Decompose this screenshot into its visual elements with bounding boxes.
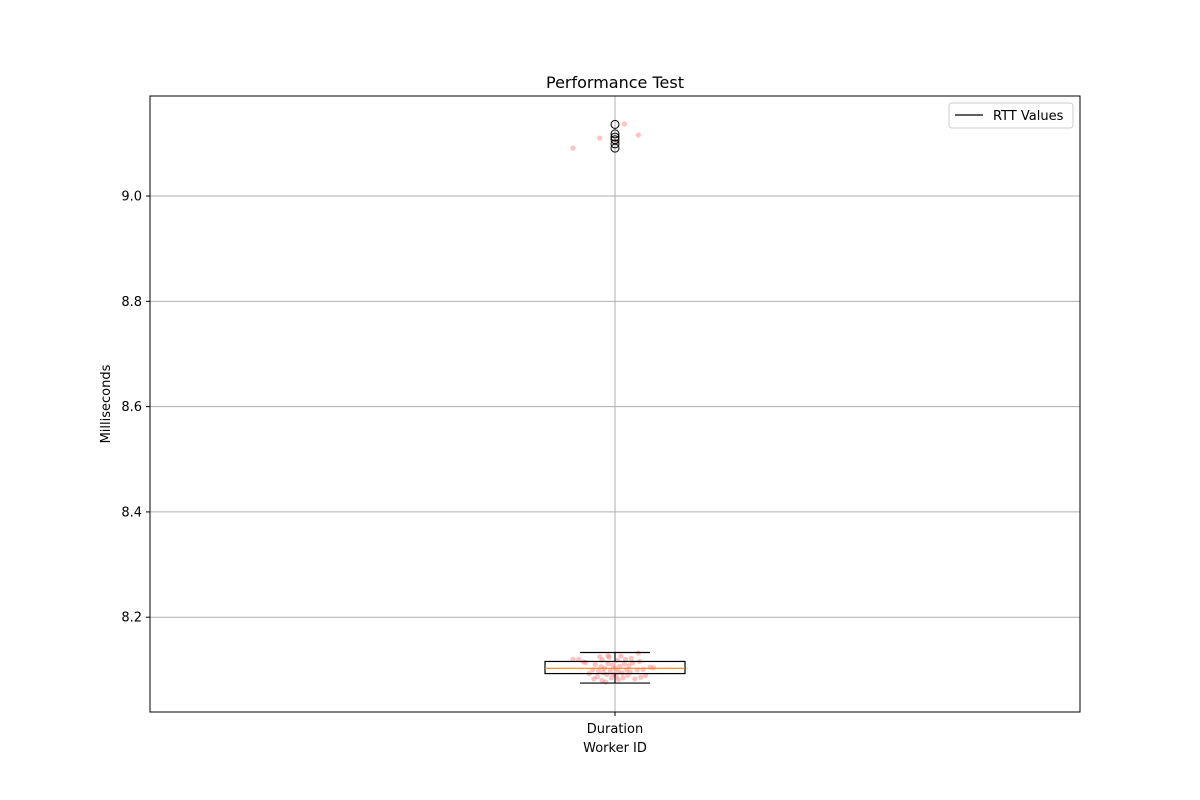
- jitter-point: [576, 656, 582, 662]
- jitter-point: [592, 662, 598, 668]
- jitter-point: [583, 659, 589, 666]
- jitter-point: [606, 654, 612, 660]
- jitter-point: [642, 673, 649, 679]
- chart-title: Performance Test: [546, 73, 684, 92]
- y-tick-label: 8.2: [121, 611, 142, 626]
- jitter-point: [632, 676, 638, 682]
- jitter-point: [640, 666, 646, 672]
- box-element: [544, 651, 686, 684]
- jitter-point: [615, 668, 622, 675]
- outlier-marker: [610, 129, 620, 139]
- jitter-point: [607, 668, 613, 674]
- jitter-point: [618, 653, 624, 659]
- jitter-point: [617, 663, 623, 669]
- jitter-point: [620, 675, 626, 681]
- jitter-point: [570, 656, 576, 662]
- jitter-point: [605, 653, 611, 659]
- outlier-markers: [610, 119, 620, 153]
- y-axis-label: Milliseconds: [99, 364, 114, 443]
- y-tick-label: 8.4: [121, 505, 142, 520]
- jitter-point: [608, 675, 615, 681]
- jitter-point: [638, 674, 644, 680]
- x-tick-label: Duration: [587, 722, 643, 737]
- y-tick-label: 9.0: [121, 190, 142, 205]
- outlier-marker: [610, 143, 620, 153]
- jitter-point: [615, 676, 622, 682]
- jitter-point: [621, 661, 627, 667]
- legend-box: [948, 102, 1074, 129]
- jitter-point: [635, 132, 642, 138]
- outlier-marker: [610, 139, 620, 149]
- x-axis-label: Worker ID: [583, 741, 647, 756]
- legend: RTT Values: [948, 102, 1074, 129]
- jitter-point: [628, 655, 634, 661]
- jitter-point: [594, 674, 601, 680]
- outlier-marker: [610, 119, 620, 129]
- jitter-point: [605, 660, 611, 667]
- y-tick-label: 8.6: [121, 400, 142, 415]
- jitter-point: [597, 654, 603, 660]
- jitter-point: [570, 145, 576, 151]
- jitter-point: [610, 662, 616, 668]
- jitter-point: [597, 135, 603, 141]
- y-tick-label: 8.8: [121, 295, 142, 310]
- jitter-point: [599, 677, 605, 684]
- jitter-point: [621, 121, 627, 127]
- jitter-point: [591, 676, 597, 682]
- y-axis-ticks: 8.2 8.4 8.6 8.8 9.0: [121, 190, 150, 626]
- jitter-point: [603, 679, 609, 685]
- grid-lines: [150, 96, 1080, 712]
- jitter-point: [626, 663, 632, 669]
- jitter-point: [596, 668, 602, 674]
- x-axis-ticks: Duration: [587, 712, 643, 737]
- outlier-marker: [610, 132, 620, 142]
- legend-label: RTT Values: [993, 109, 1064, 124]
- jitter-point: [622, 656, 629, 662]
